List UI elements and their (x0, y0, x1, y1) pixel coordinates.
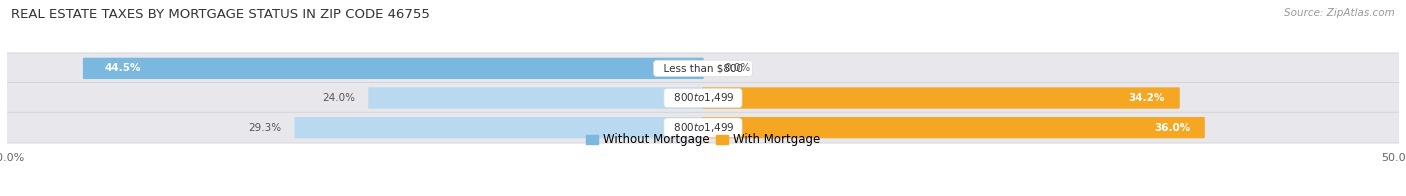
FancyBboxPatch shape (703, 87, 1180, 109)
Text: $800 to $1,499: $800 to $1,499 (666, 92, 740, 104)
Text: 34.2%: 34.2% (1129, 93, 1166, 103)
Text: Source: ZipAtlas.com: Source: ZipAtlas.com (1284, 8, 1395, 18)
FancyBboxPatch shape (1, 112, 1405, 143)
Text: 0.0%: 0.0% (724, 63, 751, 73)
Text: 24.0%: 24.0% (322, 93, 354, 103)
Text: 44.5%: 44.5% (104, 63, 141, 73)
FancyBboxPatch shape (1, 83, 1405, 113)
FancyBboxPatch shape (83, 58, 703, 79)
FancyBboxPatch shape (368, 87, 703, 109)
Text: Less than $800: Less than $800 (657, 63, 749, 73)
FancyBboxPatch shape (1, 53, 1405, 84)
Text: 36.0%: 36.0% (1154, 123, 1191, 133)
FancyBboxPatch shape (703, 117, 1205, 138)
Text: 29.3%: 29.3% (247, 123, 281, 133)
FancyBboxPatch shape (294, 117, 703, 138)
Text: $800 to $1,499: $800 to $1,499 (666, 121, 740, 134)
Legend: Without Mortgage, With Mortgage: Without Mortgage, With Mortgage (581, 129, 825, 151)
Text: REAL ESTATE TAXES BY MORTGAGE STATUS IN ZIP CODE 46755: REAL ESTATE TAXES BY MORTGAGE STATUS IN … (11, 8, 430, 21)
